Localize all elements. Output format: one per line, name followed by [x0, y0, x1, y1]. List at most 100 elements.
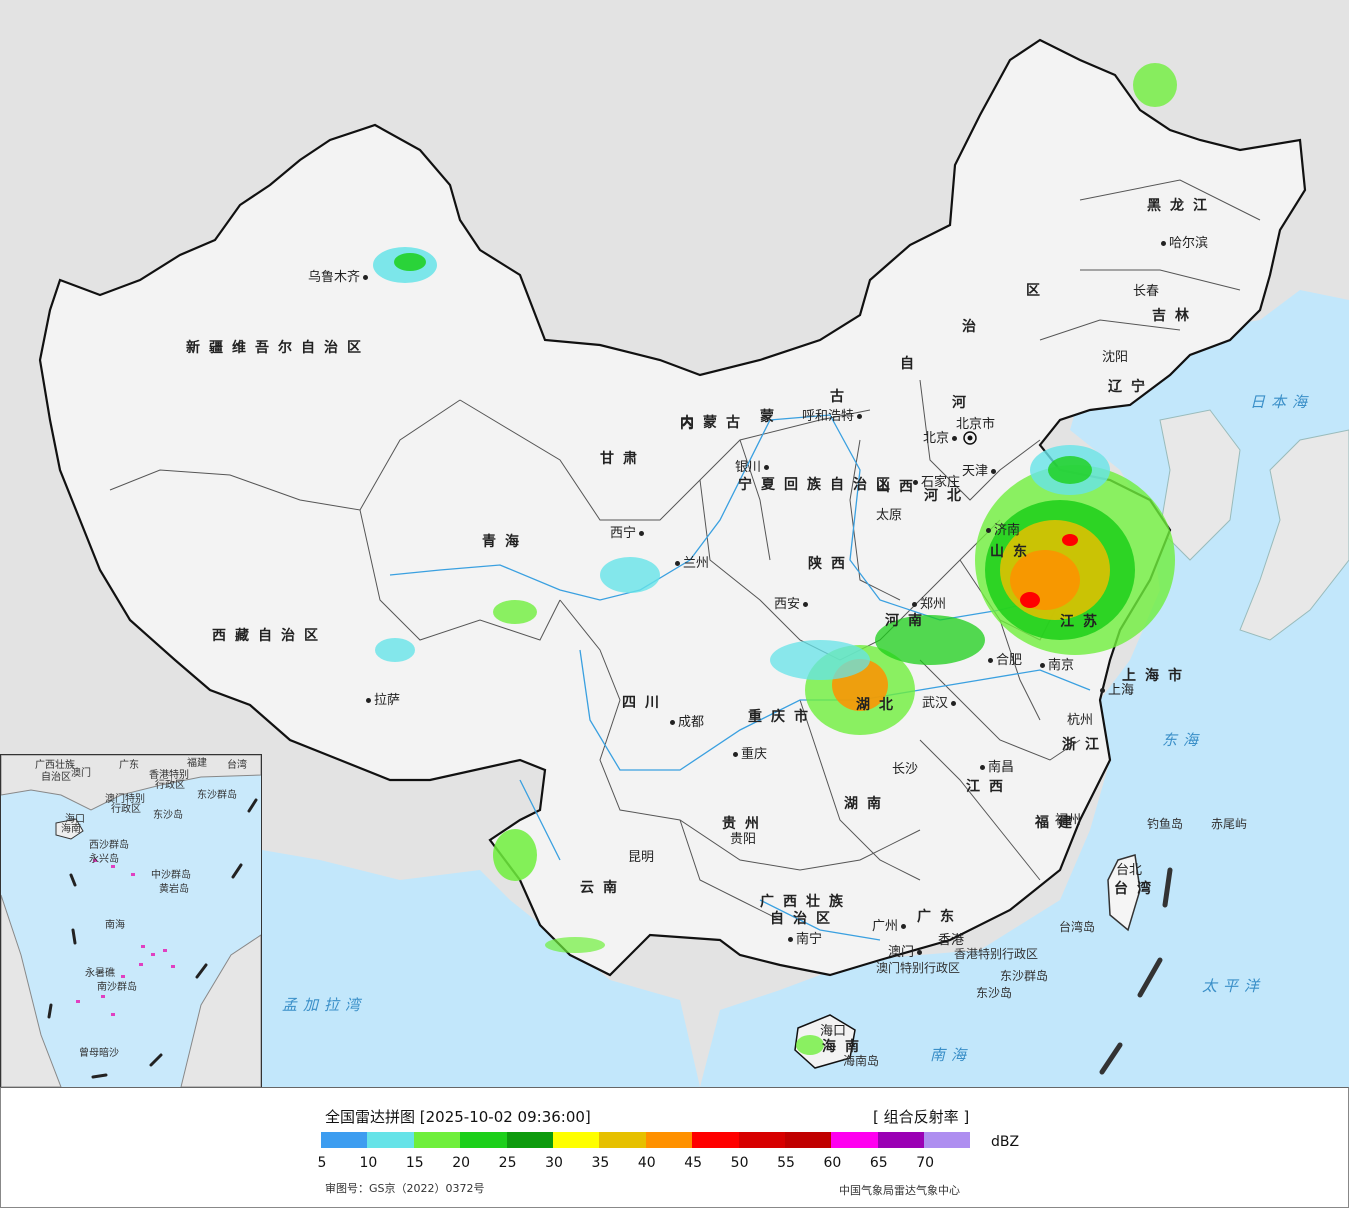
city-label: 北京市: [956, 417, 996, 432]
city-dot-icon: [986, 528, 991, 533]
city-label: 郑州: [912, 598, 946, 611]
inset-label: 自治区: [41, 772, 71, 783]
radar-map[interactable]: 乌鲁木齐 拉萨 西宁 兰州 银川 呼和浩特 北京 北京市 天津 石家庄 太原 西安 郑州 济南 成都 重庆 武汉…: [0, 0, 1349, 1088]
city-label: 贵阳: [730, 832, 757, 847]
scale-swatch: [460, 1132, 507, 1148]
city-label: 西安: [774, 598, 809, 611]
city-dot-icon: [764, 465, 770, 470]
city-dot-icon: [988, 658, 993, 663]
scale-swatch: [413, 1132, 461, 1148]
sea-label: 东海: [1162, 731, 1205, 749]
city-dot-icon: [980, 765, 985, 770]
scale-tick-label: 60: [823, 1155, 842, 1171]
scale-swatch: [831, 1132, 878, 1148]
inset-label: 曾母暗沙: [79, 1048, 119, 1059]
region-label: 云南: [580, 880, 626, 896]
city-dot-icon: [912, 602, 917, 607]
scale-swatch: [552, 1132, 600, 1148]
island-label: 赤尾屿: [1211, 817, 1248, 831]
sea-west: [262, 850, 700, 1087]
scale-tick-label: 65: [869, 1155, 888, 1171]
scale-swatch: [367, 1132, 414, 1148]
city-label: 济南: [986, 524, 1020, 537]
land-taiwan: [1107, 854, 1141, 932]
city-label: 成都: [670, 716, 704, 729]
rivers: [389, 414, 1091, 941]
region-label: 青海: [482, 534, 528, 550]
region-label: 广西壮族: [760, 894, 852, 910]
scale-tick-label: 50: [730, 1155, 749, 1171]
map-approval-number: 审图号：GS京（2022）0372号: [325, 1182, 485, 1195]
city-label: 兰州: [675, 557, 709, 570]
region-label: 内: [680, 416, 703, 432]
city-dot-icon: [366, 698, 371, 703]
city-label: 南京: [1040, 659, 1074, 672]
inset-label: 永暑礁: [85, 968, 115, 979]
island-label: 香港特别行政区: [954, 947, 1039, 961]
inset-label: 东沙岛: [153, 810, 183, 821]
sea-label: 孟加拉湾: [282, 996, 367, 1014]
map-canvas: [38, 38, 1349, 1087]
city-dot-icon: [917, 950, 923, 955]
island-label: 台湾岛: [1059, 920, 1096, 934]
scale-tick-label: 35: [591, 1155, 610, 1171]
region-label: 吉林: [1152, 308, 1198, 324]
city-dot-icon: [788, 937, 793, 942]
region-label: 内蒙古: [680, 415, 749, 431]
region-label: 宁夏回族自治区: [738, 477, 899, 493]
region-label: 河北: [924, 488, 970, 504]
radar-echoes: [373, 63, 1177, 1055]
region-label: 甘肃: [600, 451, 646, 467]
city-dot-icon: [1100, 688, 1105, 693]
region-label: 山东: [990, 544, 1036, 560]
city-label: 长沙: [892, 762, 919, 777]
scale-swatch: [645, 1132, 693, 1148]
region-label: 古: [830, 389, 853, 405]
city-label: 银川: [735, 461, 770, 474]
capital-marker: [963, 431, 977, 445]
region-label: 河: [952, 395, 975, 411]
city-label: 合肥: [988, 654, 1022, 667]
scale-swatch: [321, 1132, 368, 1148]
region-label: 海南: [822, 1039, 868, 1055]
city-label: 呼和浩特: [802, 410, 863, 423]
region-label: 河南: [885, 613, 931, 629]
scale-swatch: [877, 1132, 925, 1148]
legend-title: 全国雷达拼图 [2025-10-02 09:36:00]: [325, 1108, 591, 1126]
scale-swatch: [924, 1132, 971, 1148]
region-label: 浙江: [1062, 737, 1108, 753]
city-dot-icon: [803, 602, 809, 607]
region-label: 蒙: [760, 409, 783, 425]
city-label: 武汉: [922, 697, 957, 710]
city-label: 沈阳: [1102, 350, 1129, 365]
region-label: 福建: [1035, 815, 1081, 831]
region-label: 治: [962, 319, 985, 335]
city-label: 拉萨: [366, 694, 400, 707]
city-label: 广州: [872, 920, 907, 933]
region-label: 自: [900, 356, 923, 372]
inset-label: 中沙群岛: [151, 870, 191, 881]
city-dot-icon: [675, 561, 680, 566]
region-label: 湖北: [856, 697, 902, 713]
city-label: 澳门: [888, 946, 923, 959]
south-china-sea-inset: 广西壮族 自治区 广东 福建 台湾 澳门 香港特别 行政区 澳门特别 行政区 东沙群岛 东沙岛 海口 海南…: [0, 754, 262, 1088]
city-label: 台北: [1116, 863, 1143, 878]
scale-tick-label: 30: [545, 1155, 563, 1171]
island-label: 钓鱼岛: [1147, 817, 1184, 831]
inset-label: 香港特别: [149, 770, 189, 781]
legend-product: [ 组合反射率 ]: [873, 1108, 970, 1126]
inset-label: 永兴岛: [89, 854, 119, 865]
sea-label: 南海: [930, 1046, 973, 1064]
nine-dash-line: [1099, 867, 1173, 1075]
region-label: 山西: [876, 479, 922, 495]
region-label: 自治区: [770, 911, 839, 927]
island-label: 东沙群岛: [1000, 969, 1049, 983]
city-label: 石家庄: [913, 476, 960, 489]
city-dot-icon: [991, 469, 997, 474]
land-japan: [1239, 429, 1349, 641]
inset-label: 海口: [65, 814, 85, 825]
inset-label: 广东: [119, 760, 139, 771]
scale-swatch: [738, 1132, 785, 1148]
agency-name: 中国气象局雷达气象中心: [839, 1184, 960, 1197]
scale-tick-label: 25: [498, 1155, 517, 1171]
